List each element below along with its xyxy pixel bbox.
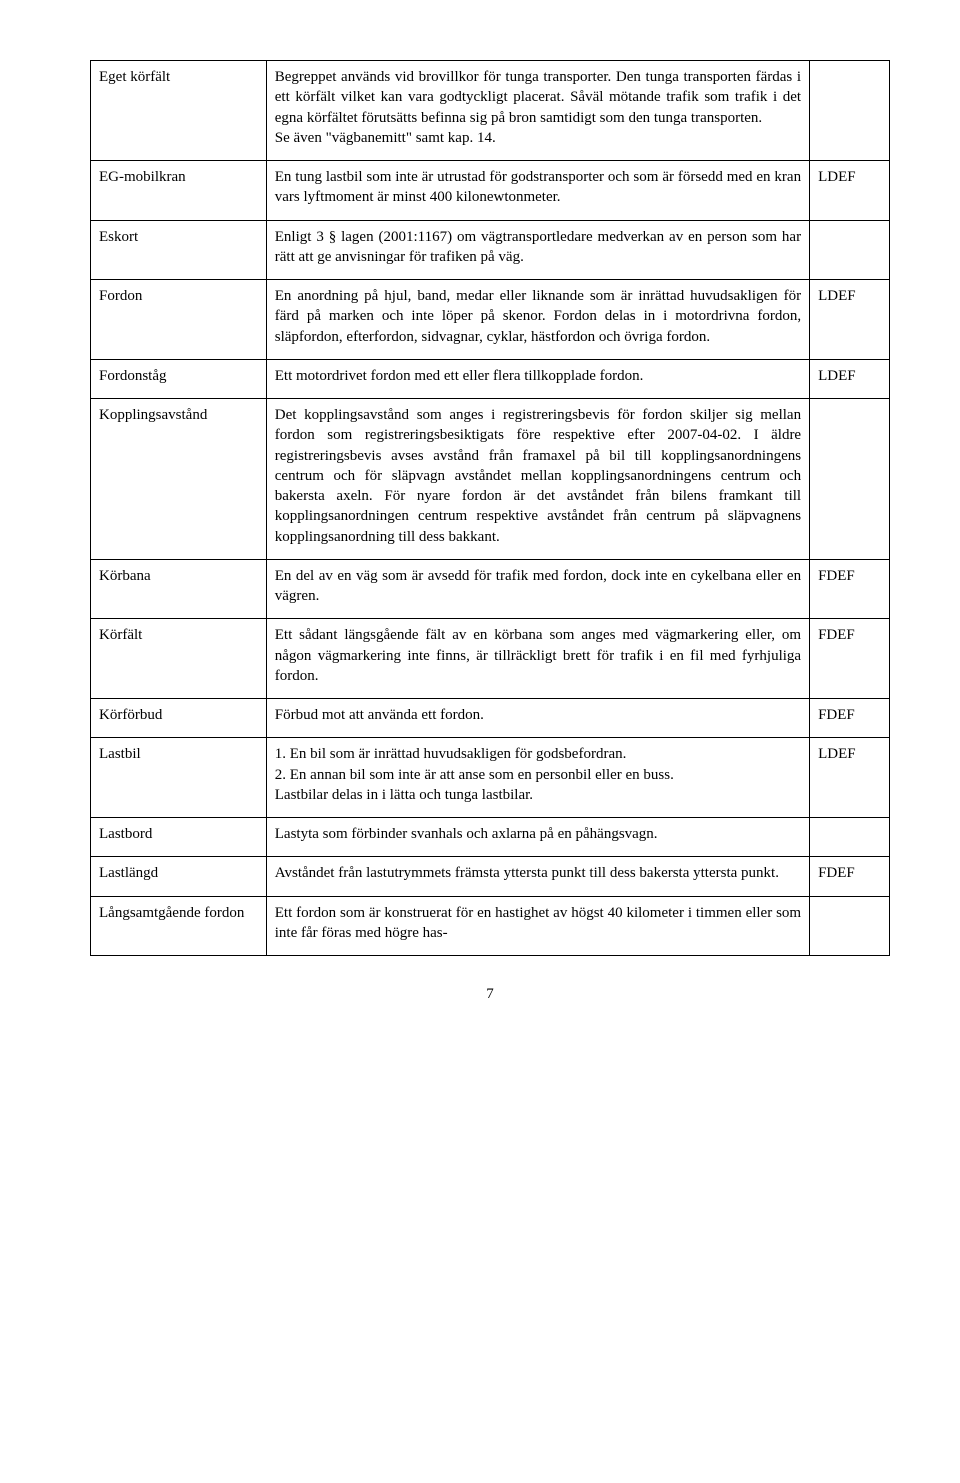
table-row: LastlängdAvståndet från lastutrymmets fr… [91,857,890,896]
term-cell: EG-mobilkran [91,161,267,221]
description-cell: Begreppet används vid brovillkor för tun… [266,61,809,161]
table-row: EskortEnligt 3 § lagen (2001:1167) om vä… [91,220,890,280]
description-cell: Ett motordrivet fordon med ett eller fle… [266,359,809,398]
term-cell: Körförbud [91,699,267,738]
note-cell [810,896,890,956]
page-number: 7 [90,986,890,1003]
note-cell: LDEF [810,359,890,398]
description-cell: Enligt 3 § lagen (2001:1167) om vägtrans… [266,220,809,280]
term-cell: Kopplingsavstånd [91,399,267,560]
table-row: KörbanaEn del av en väg som är avsedd fö… [91,559,890,619]
table-row: KörförbudFörbud mot att använda ett ford… [91,699,890,738]
term-cell: Fordon [91,280,267,360]
term-cell: Fordonståg [91,359,267,398]
term-cell: Lastlängd [91,857,267,896]
note-cell: FDEF [810,699,890,738]
table-row: Eget körfältBegreppet används vid brovil… [91,61,890,161]
note-cell [810,220,890,280]
description-cell: Det kopplingsavstånd som anges i registr… [266,399,809,560]
note-cell: FDEF [810,857,890,896]
description-cell: Ett fordon som är konstruerat för en has… [266,896,809,956]
note-cell [810,399,890,560]
term-cell: Lastbord [91,818,267,857]
note-cell: FDEF [810,559,890,619]
description-cell: 1. En bil som är inrättad huvudsakligen … [266,738,809,818]
table-row: LastbordLastyta som förbinder svanhals o… [91,818,890,857]
table-row: FordonstågEtt motordrivet fordon med ett… [91,359,890,398]
table-row: FordonEn anordning på hjul, band, medar … [91,280,890,360]
table-row: KopplingsavståndDet kopplingsavstånd som… [91,399,890,560]
term-cell: Eskort [91,220,267,280]
note-cell: FDEF [810,619,890,699]
definitions-table: Eget körfältBegreppet används vid brovil… [90,60,890,956]
table-row: KörfältEtt sådant längsgående fält av en… [91,619,890,699]
description-cell: En tung lastbil som inte är utrustad för… [266,161,809,221]
note-cell [810,818,890,857]
note-cell: LDEF [810,738,890,818]
note-cell: LDEF [810,161,890,221]
term-cell: Eget körfält [91,61,267,161]
term-cell: Körbana [91,559,267,619]
description-cell: Lastyta som förbinder svanhals och axlar… [266,818,809,857]
description-cell: En del av en väg som är avsedd för trafi… [266,559,809,619]
table-row: Lastbil1. En bil som är inrättad huvudsa… [91,738,890,818]
term-cell: Långsamtgående fordon [91,896,267,956]
description-cell: Förbud mot att använda ett fordon. [266,699,809,738]
description-cell: En anordning på hjul, band, medar eller … [266,280,809,360]
description-cell: Ett sådant längsgående fält av en körban… [266,619,809,699]
note-cell [810,61,890,161]
table-row: Långsamtgående fordonEtt fordon som är k… [91,896,890,956]
table-row: EG-mobilkranEn tung lastbil som inte är … [91,161,890,221]
description-cell: Avståndet från lastutrymmets främsta ytt… [266,857,809,896]
term-cell: Lastbil [91,738,267,818]
note-cell: LDEF [810,280,890,360]
term-cell: Körfält [91,619,267,699]
